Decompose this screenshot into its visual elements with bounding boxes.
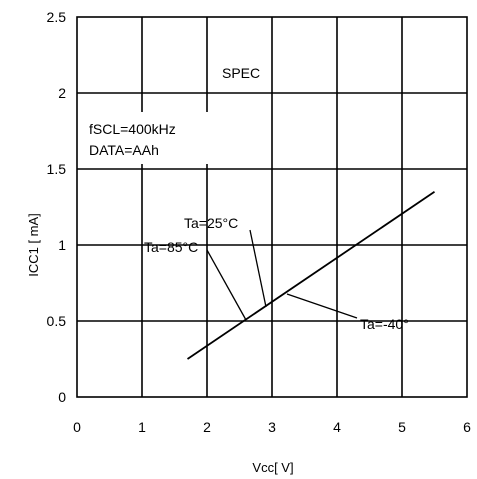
spec-label: SPEC: [222, 65, 260, 81]
data-series: [186, 191, 436, 360]
condition-label-data: DATA=AAh: [89, 142, 159, 158]
series-line-0: [186, 191, 436, 360]
y-tick-label-2: 1: [58, 237, 66, 253]
plot-border: [76, 16, 468, 398]
x-tick-label-4: 4: [333, 419, 341, 435]
x-tick-label-5: 5: [398, 419, 406, 435]
y-axis-title: ICC1 [ mA]: [26, 213, 41, 277]
y-tick-label-4: 2: [58, 85, 66, 101]
x-tick-label-1: 1: [138, 419, 146, 435]
x-tick-label-6: 6: [463, 419, 471, 435]
grid: [77, 17, 467, 397]
leader-line-25c: [249, 229, 267, 308]
y-tick-label-5: 2.5: [47, 9, 67, 25]
annotation-layer: SPEC fSCL=400kHz DATA=AAh Ta=25°C Ta=85°…: [79, 65, 409, 332]
condition-label-frequency: fSCL=400kHz: [89, 121, 176, 137]
y-tick-label-3: 1.5: [47, 161, 67, 177]
x-axis-title: Vcc[ V]: [252, 460, 293, 475]
x-tick-label-0: 0: [73, 419, 81, 435]
temperature-label-25c: Ta=25°C: [184, 215, 238, 231]
y-tick-label-1: 0.5: [47, 313, 67, 329]
temperature-label-m40c: Ta=-40°: [360, 316, 409, 332]
tick-labels: 0 1 2 3 4 5 6 0 0.5 1 1.5 2 2.5: [47, 9, 472, 435]
temperature-label-85c: Ta=85°C: [144, 239, 198, 255]
condition-label-background: [79, 112, 213, 164]
y-tick-label-0: 0: [58, 389, 66, 405]
x-tick-label-3: 3: [268, 419, 276, 435]
x-tick-label-2: 2: [203, 419, 211, 435]
leader-line-m40c: [286, 293, 358, 319]
leader-line-85c: [206, 249, 247, 321]
plot-frame: [76, 16, 468, 398]
